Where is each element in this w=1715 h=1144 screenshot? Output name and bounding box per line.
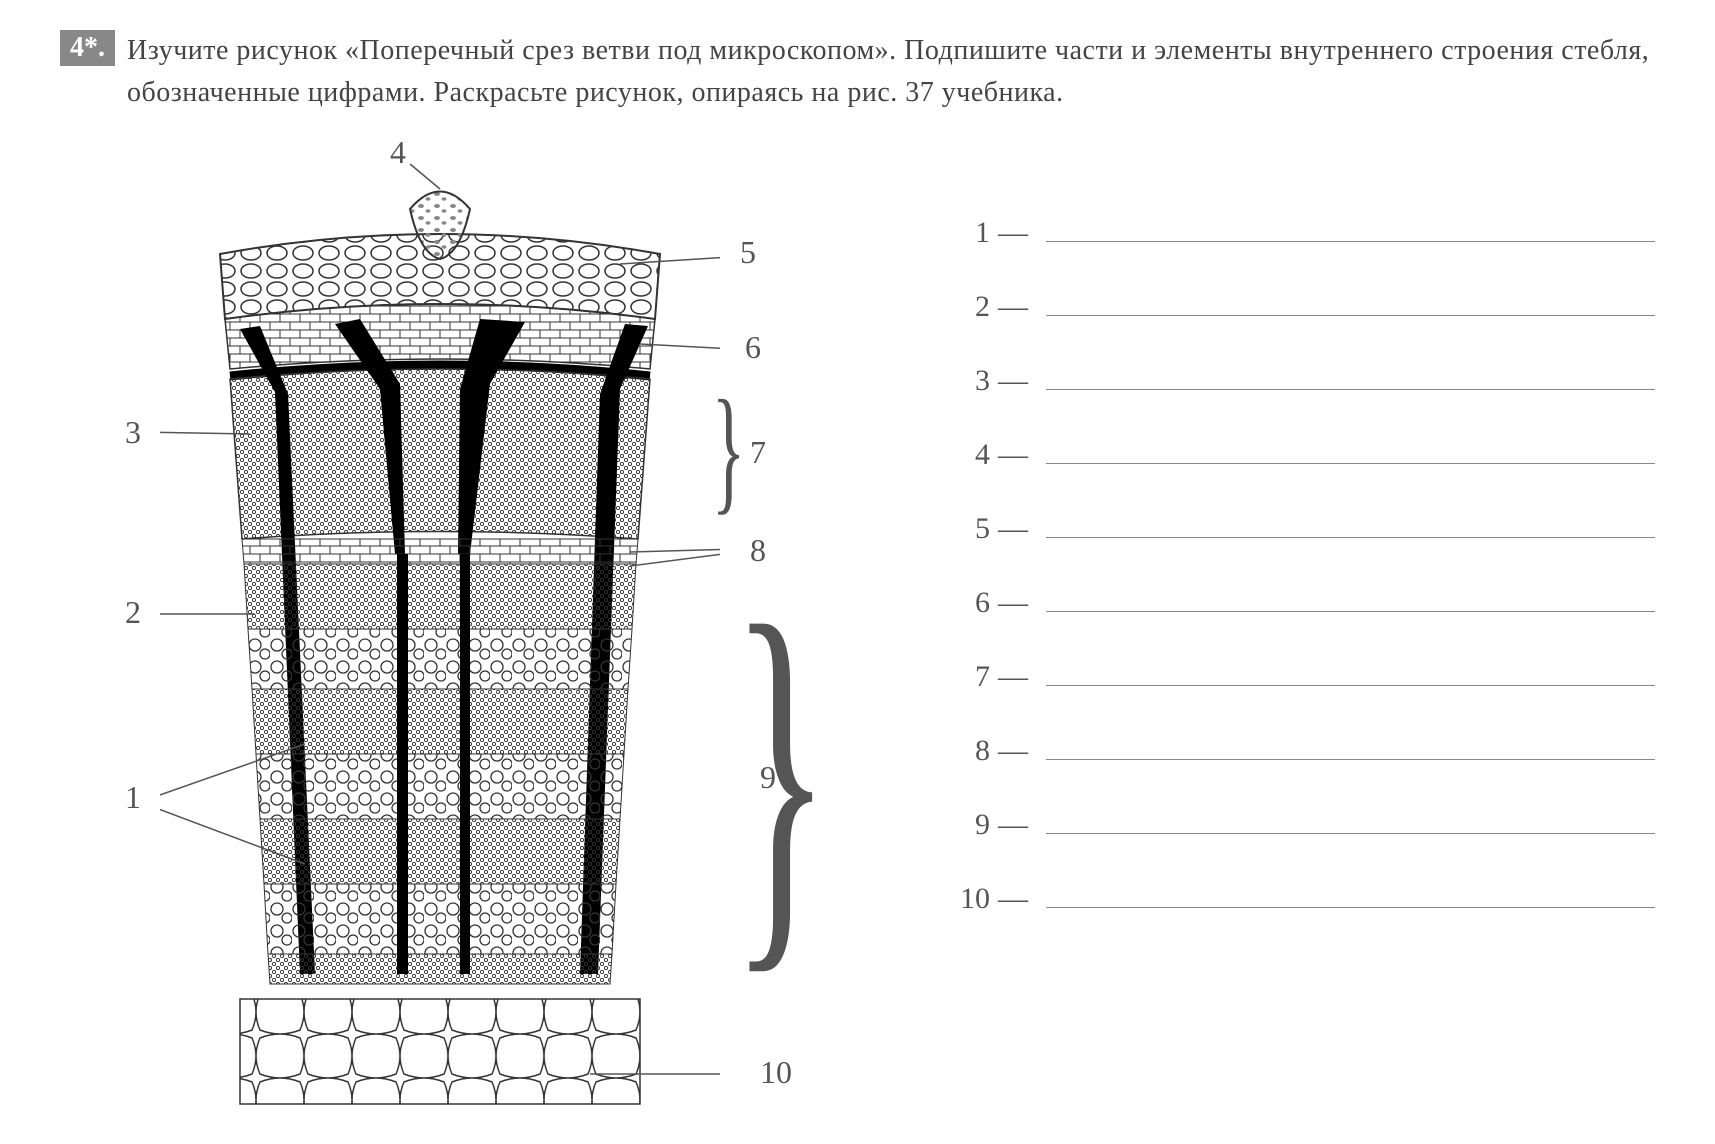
dash: — <box>998 216 1028 250</box>
answer-line-10: 10 — <box>940 880 1655 916</box>
dash: — <box>998 290 1028 324</box>
dash: — <box>998 438 1028 472</box>
dash: — <box>998 660 1028 694</box>
answer-num: 2 <box>940 290 990 324</box>
label-5: 5 <box>740 234 756 271</box>
answer-blank-6[interactable] <box>1046 584 1655 612</box>
answer-blank-1[interactable] <box>1046 214 1655 242</box>
answer-num: 1 <box>940 216 990 250</box>
answer-blank-3[interactable] <box>1046 362 1655 390</box>
label-1: 1 <box>125 779 141 816</box>
answer-line-2: 2 — <box>940 288 1655 324</box>
answer-blank-7[interactable] <box>1046 658 1655 686</box>
answer-blank-10[interactable] <box>1046 880 1655 908</box>
answer-blank-4[interactable] <box>1046 436 1655 464</box>
label-2: 2 <box>125 594 141 631</box>
label-7: 7 <box>750 434 766 471</box>
dash: — <box>998 364 1028 398</box>
dash: — <box>998 734 1028 768</box>
answer-blank-9[interactable] <box>1046 806 1655 834</box>
task-header: 4*. Изучите рисунок «Поперечный срез вет… <box>60 30 1655 114</box>
answer-line-7: 7 — <box>940 658 1655 694</box>
task-text: Изучите рисунок «Поперечный срез ветви п… <box>127 30 1655 114</box>
brace-9: } <box>730 564 831 984</box>
dash: — <box>998 808 1028 842</box>
label-10: 10 <box>760 1054 792 1091</box>
answer-num: 8 <box>940 734 990 768</box>
answer-num: 5 <box>940 512 990 546</box>
brace-7: } <box>712 369 746 530</box>
answers-area: 1 — 2 — 3 — 4 — 5 — 6 — 7 <box>940 134 1655 1114</box>
answer-num: 3 <box>940 364 990 398</box>
dash: — <box>998 882 1028 916</box>
answer-num: 6 <box>940 586 990 620</box>
answer-blank-5[interactable] <box>1046 510 1655 538</box>
answer-line-5: 5 — <box>940 510 1655 546</box>
label-3: 3 <box>125 414 141 451</box>
answer-line-6: 6 — <box>940 584 1655 620</box>
answer-line-1: 1 — <box>940 214 1655 250</box>
dash: — <box>998 512 1028 546</box>
content-area: 1 2 3 4 5 6 7 8 9 10 } } 1 — 2 — 3 — 4 <box>60 134 1655 1114</box>
answer-num: 7 <box>940 660 990 694</box>
answer-line-8: 8 — <box>940 732 1655 768</box>
answer-num: 10 <box>940 882 990 916</box>
answer-line-9: 9 — <box>940 806 1655 842</box>
answer-line-3: 3 — <box>940 362 1655 398</box>
diagram-area: 1 2 3 4 5 6 7 8 9 10 } } <box>60 134 880 1114</box>
dash: — <box>998 586 1028 620</box>
label-4: 4 <box>390 134 406 171</box>
answer-line-4: 4 — <box>940 436 1655 472</box>
answer-num: 9 <box>940 808 990 842</box>
answer-blank-2[interactable] <box>1046 288 1655 316</box>
label-6: 6 <box>745 329 761 366</box>
stem-cross-section-diagram <box>160 154 720 1114</box>
answer-num: 4 <box>940 438 990 472</box>
answer-blank-8[interactable] <box>1046 732 1655 760</box>
task-number-badge: 4*. <box>60 30 115 66</box>
